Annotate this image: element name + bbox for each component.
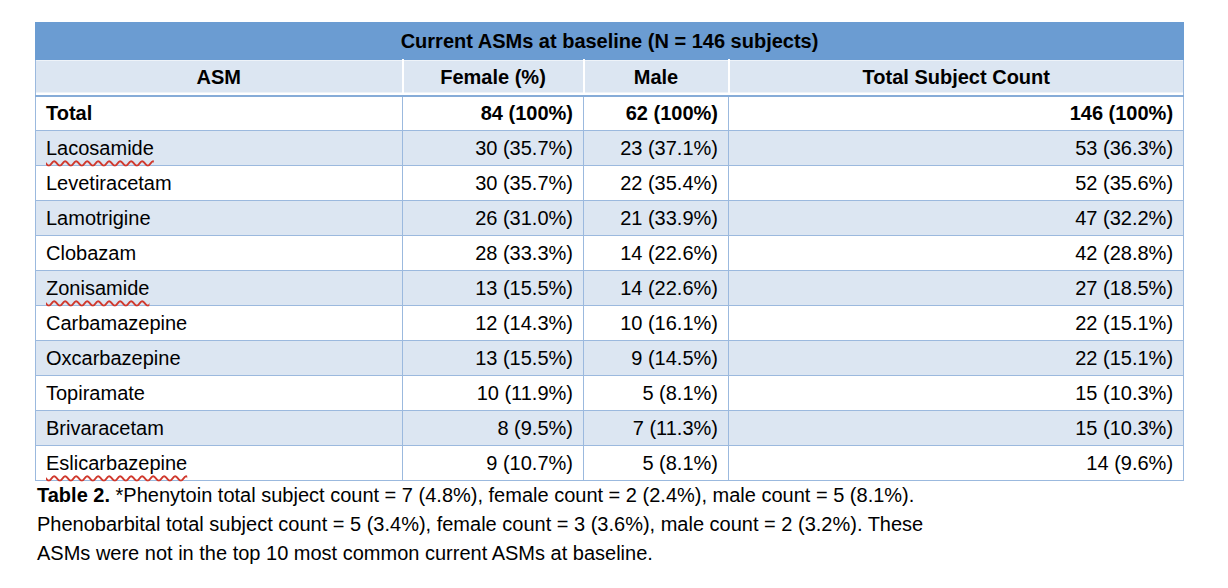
- female-count-cell: 13 (15.5%): [403, 271, 584, 306]
- total-count-cell: 47 (32.2%): [729, 201, 1184, 236]
- asm-name-cell: Lacosamide: [36, 131, 403, 166]
- total-female-cell: 84 (100%): [403, 96, 584, 131]
- asm-name-cell: Oxcarbazepine: [36, 341, 403, 376]
- table-row: Brivaracetam 8 (9.5%) 7 (11.3%) 15 (10.3…: [36, 411, 1184, 446]
- total-count-cell: 22 (15.1%): [729, 306, 1184, 341]
- total-count-cell: 42 (28.8%): [729, 236, 1184, 271]
- asm-name: Lacosamide: [46, 137, 154, 159]
- table-row: Topiramate 10 (11.9%) 5 (8.1%) 15 (10.3%…: [36, 376, 1184, 411]
- table-title: Current ASMs at baseline (N = 146 subjec…: [36, 23, 1184, 60]
- asm-name: Clobazam: [46, 242, 136, 264]
- male-count-cell: 14 (22.6%): [584, 271, 729, 306]
- table-row: Lamotrigine 26 (31.0%) 21 (33.9%) 47 (32…: [36, 201, 1184, 236]
- column-header-asm: ASM: [36, 60, 403, 96]
- total-count-cell: 15 (10.3%): [729, 411, 1184, 446]
- table-header-row: ASM Female (%) Male Total Subject Count: [36, 60, 1184, 96]
- asm-baseline-table: Current ASMs at baseline (N = 146 subjec…: [35, 22, 1184, 481]
- asm-name-cell: Zonisamide: [36, 271, 403, 306]
- male-count-cell: 10 (16.1%): [584, 306, 729, 341]
- table-row: Lacosamide 30 (35.7%) 23 (37.1%) 53 (36.…: [36, 131, 1184, 166]
- table-row: Carbamazepine 12 (14.3%) 10 (16.1%) 22 (…: [36, 306, 1184, 341]
- total-count-cell: 27 (18.5%): [729, 271, 1184, 306]
- caption-label: Table 2.: [37, 484, 110, 506]
- asm-name-cell: Topiramate: [36, 376, 403, 411]
- female-count-cell: 8 (9.5%): [403, 411, 584, 446]
- asm-name: Levetiracetam: [46, 172, 172, 194]
- male-count-cell: 9 (14.5%): [584, 341, 729, 376]
- table-row-total: Total 84 (100%) 62 (100%) 146 (100%): [36, 96, 1184, 131]
- caption-text-2: Phenobarbital total subject count = 5 (3…: [37, 510, 1202, 539]
- female-count-cell: 13 (15.5%): [403, 341, 584, 376]
- male-count-cell: 23 (37.1%): [584, 131, 729, 166]
- asm-name: Brivaracetam: [46, 417, 164, 439]
- total-count-cell: 22 (15.1%): [729, 341, 1184, 376]
- caption-line: Table 2. *Phenytoin total subject count …: [37, 481, 1202, 510]
- asm-name-cell: Levetiracetam: [36, 166, 403, 201]
- table-row: Levetiracetam 30 (35.7%) 22 (35.4%) 52 (…: [36, 166, 1184, 201]
- asm-name-cell: Lamotrigine: [36, 201, 403, 236]
- table-title-row: Current ASMs at baseline (N = 146 subjec…: [36, 23, 1184, 60]
- asm-name-cell: Brivaracetam: [36, 411, 403, 446]
- female-count-cell: 30 (35.7%): [403, 131, 584, 166]
- asm-name-cell: Clobazam: [36, 236, 403, 271]
- male-count-cell: 7 (11.3%): [584, 411, 729, 446]
- table-row: Eslicarbazepine 9 (10.7%) 5 (8.1%) 14 (9…: [36, 446, 1184, 481]
- male-count-cell: 21 (33.9%): [584, 201, 729, 236]
- female-count-cell: 12 (14.3%): [403, 306, 584, 341]
- female-count-cell: 28 (33.3%): [403, 236, 584, 271]
- total-count-cell: 14 (9.6%): [729, 446, 1184, 481]
- male-count-cell: 5 (8.1%): [584, 376, 729, 411]
- asm-name: Zonisamide: [46, 277, 149, 299]
- total-label-cell: Total: [36, 96, 403, 131]
- male-count-cell: 5 (8.1%): [584, 446, 729, 481]
- asm-name: Carbamazepine: [46, 312, 187, 334]
- asm-name: Oxcarbazepine: [46, 347, 181, 369]
- asm-name: Lamotrigine: [46, 207, 151, 229]
- caption-text-1: *Phenytoin total subject count = 7 (4.8%…: [110, 484, 914, 506]
- total-count-cell: 146 (100%): [729, 96, 1184, 131]
- female-count-cell: 26 (31.0%): [403, 201, 584, 236]
- female-count-cell: 30 (35.7%): [403, 166, 584, 201]
- asm-name: Topiramate: [46, 382, 145, 404]
- male-count-cell: 22 (35.4%): [584, 166, 729, 201]
- asm-name-cell: Eslicarbazepine: [36, 446, 403, 481]
- table-row: Clobazam 28 (33.3%) 14 (22.6%) 42 (28.8%…: [36, 236, 1184, 271]
- table-caption: Table 2. *Phenytoin total subject count …: [37, 481, 1202, 568]
- column-header-male: Male: [584, 60, 729, 96]
- column-header-female: Female (%): [403, 60, 584, 96]
- column-header-total: Total Subject Count: [729, 60, 1184, 96]
- document-page: Current ASMs at baseline (N = 146 subjec…: [0, 0, 1228, 588]
- caption-text-3: ASMs were not in the top 10 most common …: [37, 539, 1202, 568]
- female-count-cell: 10 (11.9%): [403, 376, 584, 411]
- female-count-cell: 9 (10.7%): [403, 446, 584, 481]
- total-count-cell: 53 (36.3%): [729, 131, 1184, 166]
- table-row: Oxcarbazepine 13 (15.5%) 9 (14.5%) 22 (1…: [36, 341, 1184, 376]
- asm-name: Eslicarbazepine: [46, 452, 187, 474]
- asm-name-cell: Carbamazepine: [36, 306, 403, 341]
- male-count-cell: 14 (22.6%): [584, 236, 729, 271]
- table-row: Zonisamide 13 (15.5%) 14 (22.6%) 27 (18.…: [36, 271, 1184, 306]
- total-count-cell: 15 (10.3%): [729, 376, 1184, 411]
- total-male-cell: 62 (100%): [584, 96, 729, 131]
- total-count-cell: 52 (35.6%): [729, 166, 1184, 201]
